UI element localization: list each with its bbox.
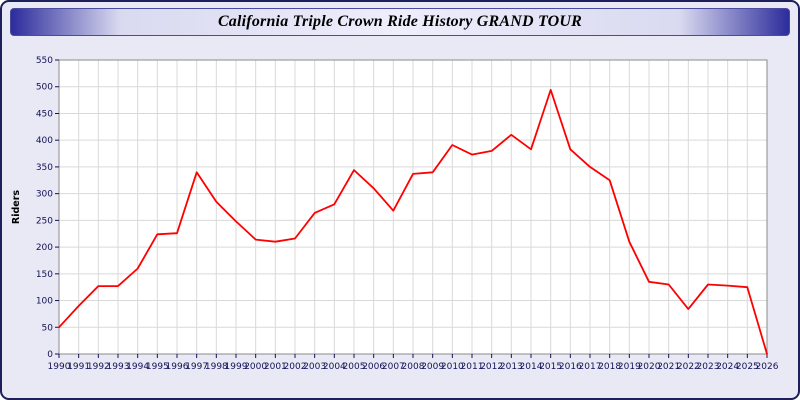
- y-tick-label: 350: [36, 163, 53, 173]
- x-tick-label: 1996: [166, 362, 189, 372]
- x-tick-label: 1994: [126, 362, 149, 372]
- x-tick-label: 2003: [303, 362, 326, 372]
- riders-series-line: [58, 89, 768, 355]
- x-tick-label: 2009: [421, 362, 444, 372]
- x-tick-label: 2018: [598, 362, 621, 372]
- y-axis-title: Riders: [11, 190, 22, 225]
- y-tick-label: 250: [36, 216, 53, 226]
- x-tick-label: 2024: [716, 362, 739, 372]
- x-tick-label: 1998: [205, 362, 228, 372]
- x-tick-label: 1991: [67, 362, 90, 372]
- x-tick-label: 2002: [284, 362, 307, 372]
- chart-title: California Triple Crown Ride History GRA…: [217, 13, 583, 30]
- x-tick-label: 2008: [402, 362, 425, 372]
- x-tick-label: 2013: [500, 362, 523, 372]
- x-tick-label: 2017: [579, 362, 602, 372]
- riders-line-chart: 0501001502002503003504004505005501990199…: [11, 56, 779, 372]
- x-tick-label: 2025: [736, 362, 759, 372]
- x-tick-label: 2016: [559, 362, 582, 372]
- x-tick-label: 2001: [264, 362, 287, 372]
- x-tick-label: 1990: [48, 362, 71, 372]
- y-tick-label: 50: [42, 323, 54, 333]
- x-tick-label: 2014: [520, 362, 543, 372]
- x-tick-label: 2011: [461, 362, 484, 372]
- x-tick-label: 1993: [107, 362, 130, 372]
- x-tick-label: 1997: [185, 362, 208, 372]
- x-tick-label: 2012: [480, 362, 503, 372]
- y-tick-label: 400: [36, 136, 53, 146]
- y-tick-label: 150: [36, 270, 53, 280]
- x-tick-label: 2006: [362, 362, 385, 372]
- y-tick-label: 550: [36, 56, 53, 66]
- x-tick-label: 1995: [146, 362, 169, 372]
- y-tick-label: 200: [36, 243, 53, 253]
- x-tick-label: 2023: [697, 362, 720, 372]
- x-tick-label: 2026: [756, 362, 779, 372]
- x-tick-label: 2005: [343, 362, 366, 372]
- chart-title-bar: California Triple Crown Ride History GRA…: [10, 8, 790, 36]
- y-tick-label: 450: [36, 109, 53, 119]
- y-tick-label: 300: [36, 190, 53, 200]
- x-tick-label: 2000: [244, 362, 267, 372]
- y-tick-label: 0: [47, 350, 53, 360]
- x-tick-label: 2015: [539, 362, 562, 372]
- x-tick-label: 2019: [618, 362, 641, 372]
- x-tick-label: 2010: [441, 362, 464, 372]
- x-tick-label: 2021: [657, 362, 680, 372]
- x-tick-label: 2022: [677, 362, 700, 372]
- x-tick-label: 1992: [87, 362, 110, 372]
- x-tick-label: 2020: [638, 362, 661, 372]
- x-tick-label: 2007: [382, 362, 405, 372]
- x-tick-label: 1999: [225, 362, 248, 372]
- y-tick-label: 500: [36, 83, 53, 93]
- y-tick-label: 100: [36, 297, 53, 307]
- x-tick-label: 2004: [323, 362, 346, 372]
